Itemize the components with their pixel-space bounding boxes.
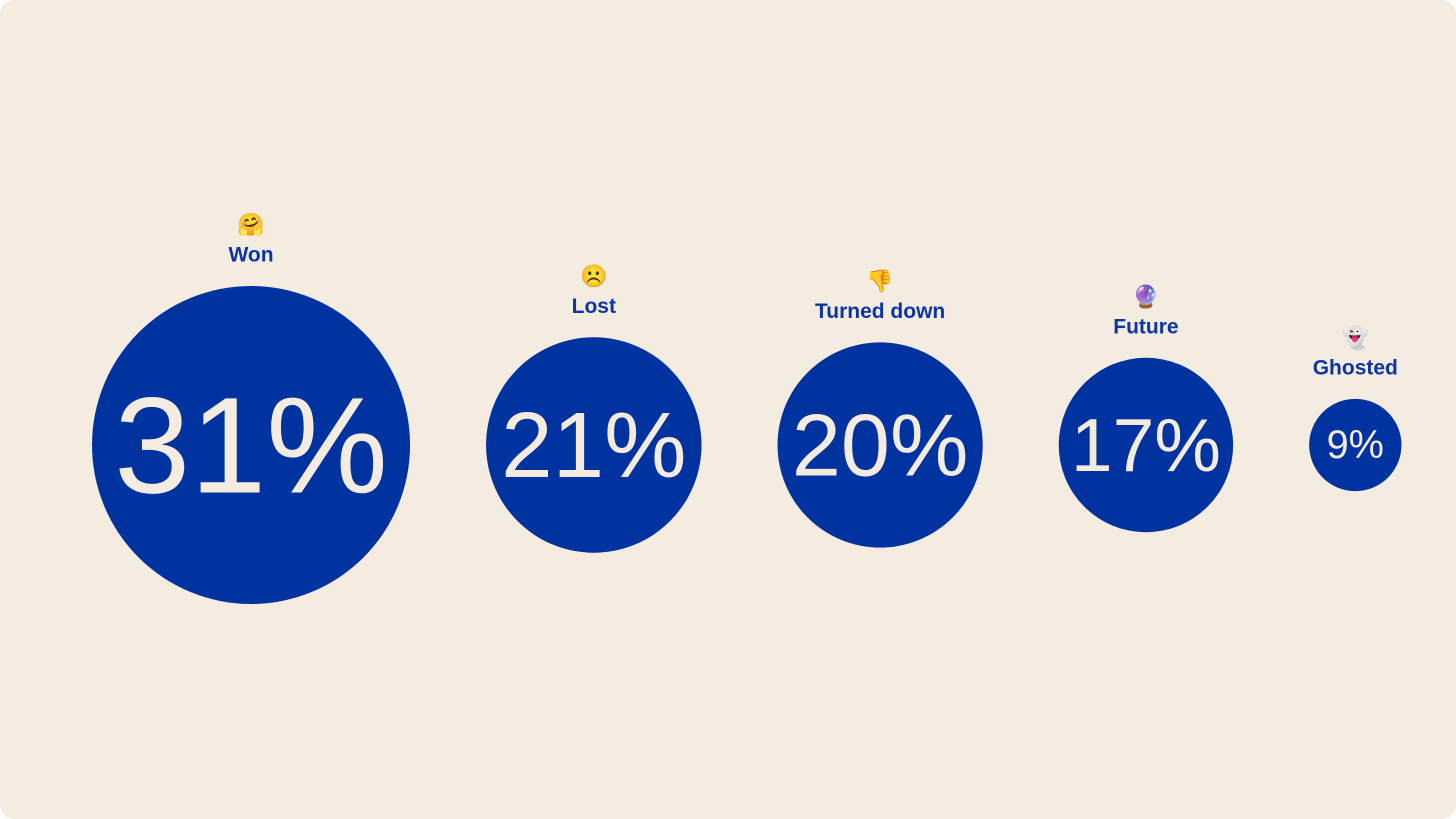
category-icon: 👻 xyxy=(1342,324,1369,351)
category-icon: ☹️ xyxy=(580,263,607,289)
bubble xyxy=(1058,357,1234,533)
value-label: 9% xyxy=(1327,423,1384,467)
bubble xyxy=(1309,398,1402,492)
category-label: Ghosted xyxy=(1313,356,1398,379)
value-label: 31% xyxy=(114,369,388,522)
value-label: 17% xyxy=(1071,403,1221,487)
category-label: Won xyxy=(228,244,273,267)
category-icon: 🔮 xyxy=(1132,284,1159,310)
bubble xyxy=(486,337,702,553)
category-icon: 🤗 xyxy=(237,212,264,238)
bubble xyxy=(777,342,983,548)
category-label: Turned down xyxy=(815,300,945,323)
category-label: Lost xyxy=(572,295,616,318)
category-icon: 👎 xyxy=(866,268,893,294)
category-label: Future xyxy=(1113,315,1178,338)
bubble xyxy=(92,285,411,605)
value-label: 21% xyxy=(501,393,686,497)
value-label: 20% xyxy=(792,396,969,495)
